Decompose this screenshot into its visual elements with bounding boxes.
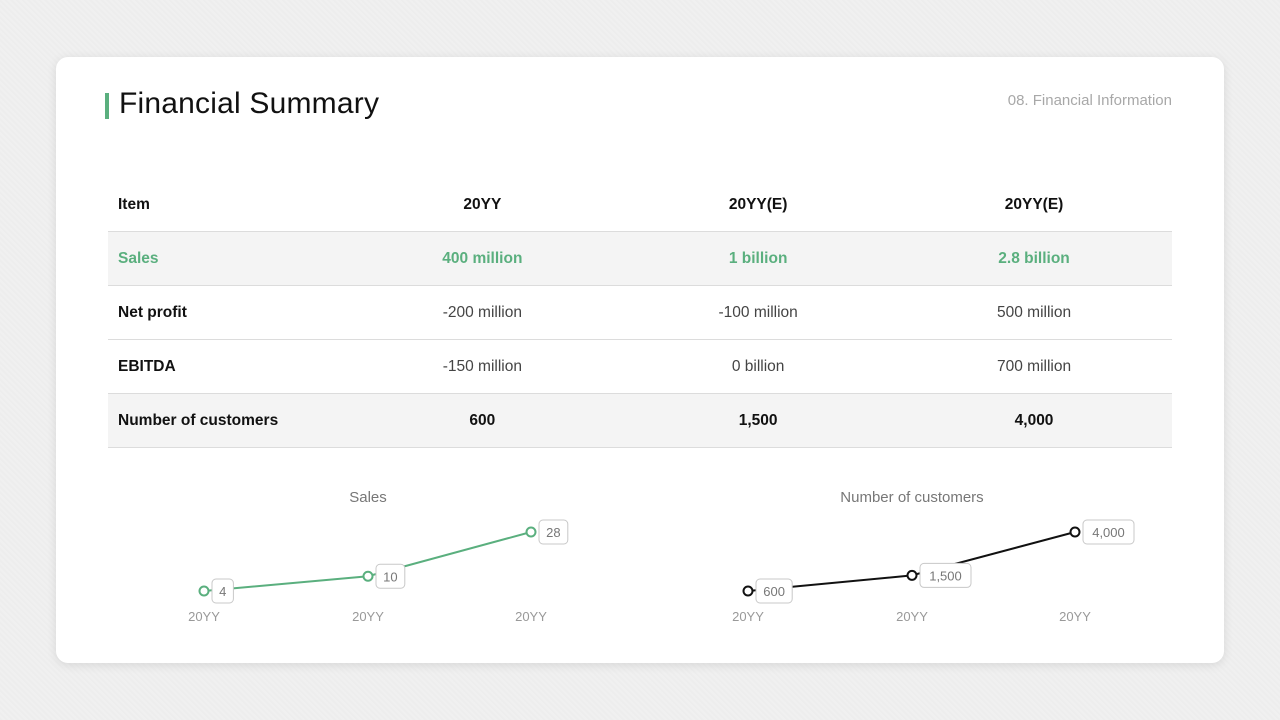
table-cell: 0 billion — [620, 339, 897, 394]
column-header: Item — [108, 179, 345, 232]
series-line — [747, 531, 1076, 592]
x-tick-label: 20YY — [732, 609, 764, 624]
column-header: 20YY — [344, 179, 621, 232]
customers-line-chart: Number of customers 20YY 20YY 20YY 600 1,500… — [702, 479, 1135, 639]
column-header: 20YY(E) — [620, 179, 897, 232]
table-cell: 1,500 — [620, 393, 897, 448]
table-cell: 700 million — [896, 339, 1172, 394]
chart-title: Sales — [349, 489, 387, 506]
table-row-ebitda: EBITDA -150 million 0 billion 700 millio… — [108, 339, 1172, 394]
sales-line-chart: Sales 20YY 20YY 20YY 4 10 28 — [158, 479, 578, 639]
data-label: 1,500 — [929, 568, 962, 583]
table-cell: 2.8 billion — [896, 231, 1172, 286]
table-cell: 4,000 — [896, 393, 1172, 448]
data-point — [525, 526, 537, 538]
row-label: EBITDA — [108, 339, 345, 394]
data-point — [198, 585, 210, 597]
table-header-row: Item 20YY 20YY(E) 20YY(E) — [108, 179, 1172, 232]
data-point — [742, 585, 754, 597]
chart-svg: 20YY 20YY 20YY 600 1,500 4,000 — [732, 519, 1135, 624]
data-label-box — [919, 562, 972, 588]
x-tick-label: 20YY — [188, 609, 220, 624]
x-tick-label: 20YY — [896, 609, 928, 624]
table-row-customers: Number of customers 600 1,500 4,000 — [108, 393, 1172, 448]
data-label: 28 — [546, 525, 560, 540]
data-label-box — [375, 563, 406, 589]
table-cell: -100 million — [620, 285, 897, 340]
data-label-box — [1082, 519, 1135, 545]
series-line — [203, 531, 532, 592]
section-label: 08. Financial Information — [1007, 92, 1172, 109]
table-row-sales: Sales 400 million 1 billion 2.8 billion — [108, 231, 1172, 286]
title-accent-bar — [105, 93, 109, 119]
data-label-box — [211, 578, 234, 604]
x-tick-label: 20YY — [515, 609, 547, 624]
data-label: 4,000 — [1092, 525, 1125, 540]
financial-table: Item 20YY 20YY(E) 20YY(E) Sales 400 mill… — [108, 179, 1172, 448]
table-cell: 500 million — [896, 285, 1172, 340]
table-cell: -200 million — [344, 285, 621, 340]
x-tick-label: 20YY — [1059, 609, 1091, 624]
table-cell: 1 billion — [620, 231, 897, 286]
table-row-net-profit: Net profit -200 million -100 million 500… — [108, 285, 1172, 340]
slide-card: Financial Summary 08. Financial Informat… — [56, 57, 1224, 663]
chart-svg: 20YY 20YY 20YY 4 10 28 — [188, 519, 569, 624]
table-cell: -150 million — [344, 339, 621, 394]
page-title: Financial Summary — [119, 87, 380, 120]
column-header: 20YY(E) — [896, 179, 1172, 232]
data-label: 600 — [763, 584, 785, 599]
data-point — [1069, 526, 1081, 538]
data-label-box — [538, 519, 569, 545]
data-point — [906, 569, 918, 581]
row-label: Number of customers — [108, 393, 345, 448]
table-cell: 400 million — [344, 231, 621, 286]
row-label: Net profit — [108, 285, 345, 340]
row-label: Sales — [108, 231, 345, 286]
data-point — [362, 570, 374, 582]
chart-title: Number of customers — [840, 489, 984, 506]
table-cell: 600 — [344, 393, 621, 448]
x-tick-label: 20YY — [352, 609, 384, 624]
data-label: 4 — [219, 584, 226, 599]
data-label-box — [755, 578, 793, 604]
data-label: 10 — [383, 569, 397, 584]
